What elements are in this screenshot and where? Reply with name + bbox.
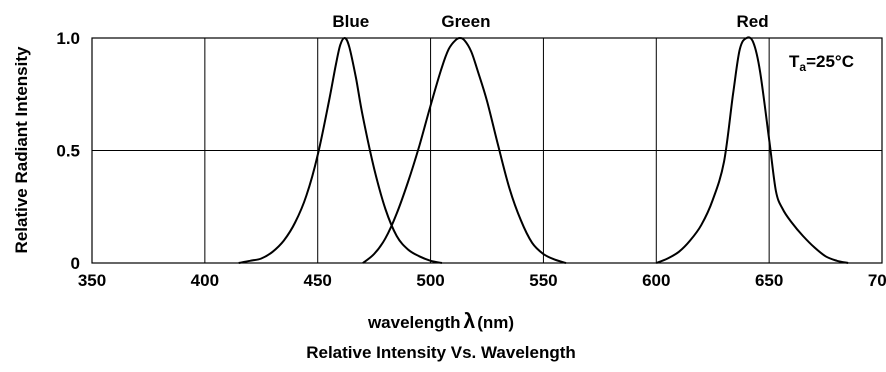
series-layer bbox=[238, 36, 849, 264]
series-label-layer: Blue Green Red bbox=[332, 12, 768, 31]
x-tick-label: 500 bbox=[416, 271, 444, 290]
plot-frame bbox=[91, 37, 883, 264]
tick-label-layer: 350 400 450 500 550 600 650 700 0 0.5 1.0 bbox=[56, 29, 886, 290]
series-label-blue: Blue bbox=[332, 12, 369, 31]
temperature-annotation: Ta=25°C bbox=[789, 52, 854, 74]
chart-title: Relative Intensity Vs. Wavelength bbox=[306, 343, 576, 362]
x-tick-label: 350 bbox=[78, 271, 106, 290]
series-label-red: Red bbox=[737, 12, 769, 31]
x-tick-label: 550 bbox=[529, 271, 557, 290]
y-tick-label: 1.0 bbox=[56, 29, 80, 48]
x-tick-label: 650 bbox=[755, 271, 783, 290]
y-tick-label: 0.5 bbox=[56, 142, 80, 161]
series-line-red bbox=[655, 36, 849, 264]
x-tick-label: 600 bbox=[642, 271, 670, 290]
grid-layer bbox=[92, 38, 882, 263]
series-label-green: Green bbox=[441, 12, 490, 31]
y-axis-label: Relative Radiant Intensity bbox=[12, 46, 31, 253]
x-tick-label: 700 bbox=[868, 271, 886, 290]
x-axis-label: wavelength λ (nm) bbox=[367, 310, 514, 333]
series-line-blue bbox=[238, 36, 443, 264]
series-line-green bbox=[362, 37, 567, 264]
x-tick-label: 400 bbox=[191, 271, 219, 290]
y-tick-label: 0 bbox=[71, 254, 80, 273]
x-tick-label: 450 bbox=[304, 271, 332, 290]
